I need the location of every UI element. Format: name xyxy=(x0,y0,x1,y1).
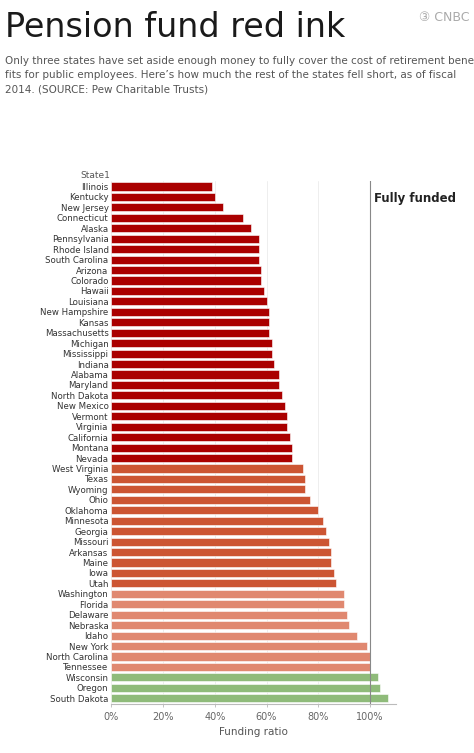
Bar xyxy=(111,392,282,399)
Bar xyxy=(111,506,318,514)
Bar xyxy=(111,255,259,264)
Bar xyxy=(111,402,284,410)
Bar xyxy=(111,465,303,473)
Bar xyxy=(111,349,272,358)
Bar xyxy=(111,245,259,253)
Bar xyxy=(111,495,310,504)
Bar xyxy=(111,319,269,326)
Bar xyxy=(111,214,243,222)
X-axis label: Funding ratio: Funding ratio xyxy=(219,727,288,737)
Bar xyxy=(111,559,331,566)
Bar xyxy=(111,548,331,556)
Bar xyxy=(111,642,367,650)
Bar xyxy=(111,663,370,671)
Bar xyxy=(111,694,388,703)
Bar xyxy=(111,422,287,431)
Bar xyxy=(111,266,261,274)
Bar xyxy=(111,611,346,619)
Bar xyxy=(111,475,305,483)
Bar xyxy=(111,486,305,493)
Bar xyxy=(111,673,378,681)
Text: ③ CNBC: ③ CNBC xyxy=(419,11,469,24)
Bar xyxy=(111,538,328,546)
Bar xyxy=(111,308,269,316)
Bar xyxy=(111,621,349,630)
Bar xyxy=(111,684,380,692)
Bar xyxy=(111,527,326,535)
Bar xyxy=(111,433,290,441)
Bar xyxy=(111,590,344,598)
Bar xyxy=(111,412,287,420)
Bar xyxy=(111,235,259,242)
Bar xyxy=(111,370,280,379)
Bar xyxy=(111,182,212,191)
Text: Pension fund red ink: Pension fund red ink xyxy=(5,11,345,44)
Bar xyxy=(111,328,269,337)
Bar xyxy=(111,632,357,640)
Bar xyxy=(111,297,266,306)
Bar xyxy=(111,454,292,462)
Bar xyxy=(111,381,280,389)
Bar xyxy=(111,193,215,201)
Bar xyxy=(111,444,292,452)
Bar xyxy=(111,339,272,347)
Bar xyxy=(111,569,334,577)
Text: State1: State1 xyxy=(80,171,110,180)
Text: Only three states have set aside enough money to fully cover the cost of retirem: Only three states have set aside enough … xyxy=(5,56,474,94)
Bar xyxy=(111,224,251,233)
Bar xyxy=(111,600,344,608)
Bar xyxy=(111,360,274,368)
Bar xyxy=(111,579,337,587)
Bar xyxy=(111,287,264,295)
Bar xyxy=(111,652,370,660)
Bar xyxy=(111,517,323,525)
Bar xyxy=(111,203,223,212)
Bar xyxy=(111,276,261,285)
Text: Fully funded: Fully funded xyxy=(374,192,456,205)
